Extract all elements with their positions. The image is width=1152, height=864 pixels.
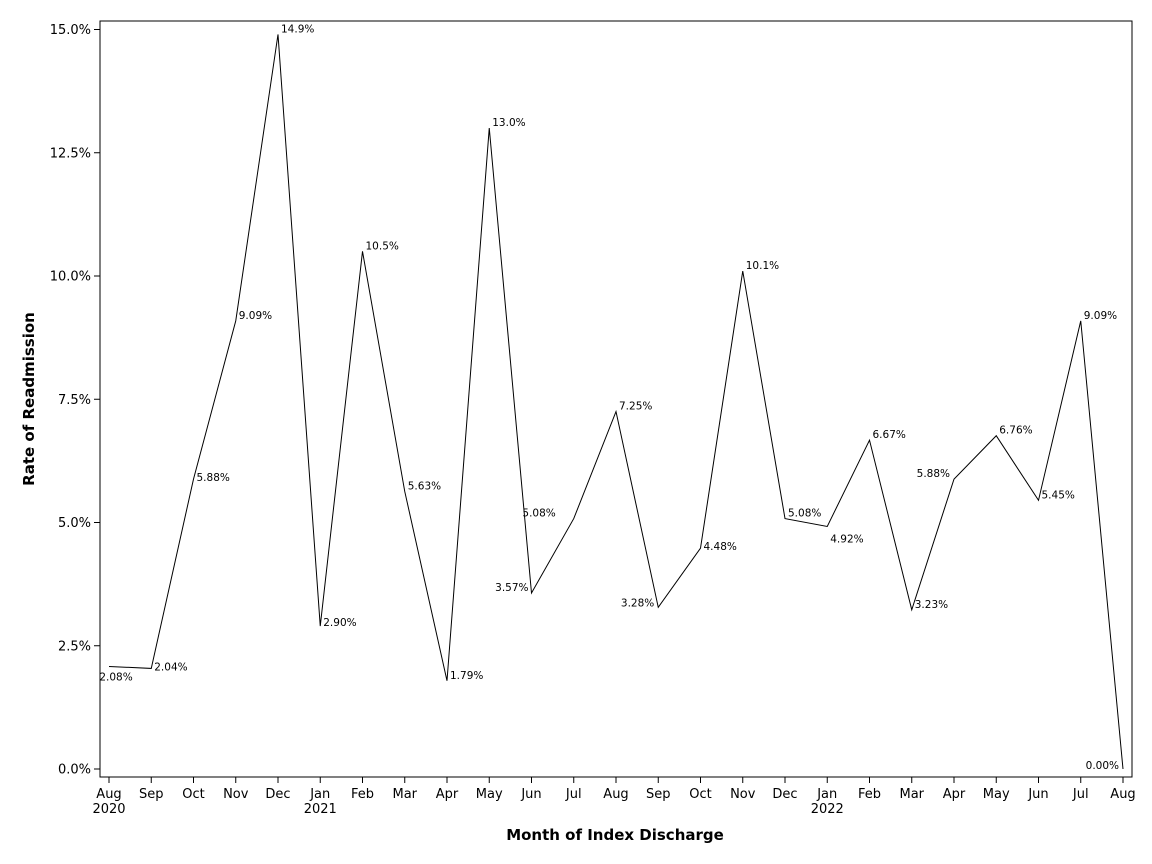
- data-label: 6.67%: [873, 429, 906, 441]
- x-tick-label: Feb: [858, 787, 881, 802]
- x-tick-label: Jun: [1027, 787, 1048, 802]
- x-tick-label: Jan: [309, 787, 330, 802]
- plot-frame: [99, 20, 1133, 778]
- data-label: 5.63%: [408, 480, 441, 492]
- y-tick-label: 7.5%: [58, 393, 91, 408]
- x-tick-label: Aug: [1110, 787, 1135, 802]
- x-tick-label: Apr: [436, 787, 459, 802]
- x-tick-label: May: [476, 787, 503, 802]
- x-tick-label: Feb: [351, 787, 374, 802]
- readmission-rate-line: [108, 34, 1124, 770]
- x-axis-title: Month of Index Discharge: [506, 826, 724, 844]
- data-label: 6.76%: [999, 425, 1032, 437]
- y-axis-title: Rate of Readmission: [20, 312, 38, 486]
- data-label: 4.92%: [830, 533, 863, 545]
- y-tick-label: 12.5%: [50, 146, 91, 161]
- data-label: 14.9%: [281, 23, 314, 35]
- data-label: 3.28%: [621, 597, 654, 609]
- data-label: 2.08%: [99, 671, 132, 683]
- data-label: 10.1%: [746, 260, 779, 272]
- x-axis: Aug Sep Oct Nov Dec Jan Feb Mar Apr May Jun Jul Aug S…: [92, 777, 1136, 817]
- x-tick-label: Oct: [182, 787, 204, 802]
- data-label: 10.5%: [366, 240, 399, 252]
- y-tick-label: 5.0%: [58, 516, 91, 531]
- data-label: 2.90%: [323, 617, 356, 629]
- x-tick-label: Sep: [646, 787, 671, 802]
- data-label: 13.0%: [492, 117, 525, 129]
- y-tick-label: 2.5%: [58, 639, 91, 654]
- x-tick-label: Mar: [392, 787, 417, 802]
- y-tick-label: 15.0%: [50, 23, 91, 38]
- data-label: 9.09%: [1084, 310, 1117, 322]
- data-label: 5.88%: [917, 468, 950, 480]
- data-label: 5.88%: [197, 472, 230, 484]
- x-tick-label: Mar: [899, 787, 924, 802]
- x-year-label: 2022: [811, 802, 844, 817]
- data-label: 3.57%: [495, 582, 528, 594]
- data-label: 3.23%: [915, 599, 948, 611]
- data-label: 2.04%: [154, 661, 187, 673]
- x-tick-label: Aug: [603, 787, 628, 802]
- data-label: 1.79%: [450, 670, 483, 682]
- x-tick-label: Apr: [943, 787, 966, 802]
- x-year-label: 2020: [92, 802, 125, 817]
- x-tick-label: Nov: [730, 787, 756, 802]
- data-label: 5.08%: [788, 508, 821, 520]
- x-tick-label: Jul: [1072, 787, 1089, 802]
- data-label: 5.45%: [1042, 489, 1075, 501]
- data-label: 4.48%: [704, 541, 737, 553]
- x-tick-label: May: [983, 787, 1010, 802]
- x-tick-label: Jun: [520, 787, 541, 802]
- x-tick-label: Sep: [139, 787, 164, 802]
- data-labels-group: 2.08% 2.04% 5.88% 9.09% 14.9% 2.90% 10.5% 5.63%…: [99, 23, 1119, 772]
- y-tick-label: 0.0%: [58, 763, 91, 778]
- x-tick-label: Aug: [96, 787, 121, 802]
- x-year-label: 2021: [304, 802, 337, 817]
- data-label: 7.25%: [619, 401, 652, 413]
- series-group: [108, 34, 1124, 770]
- y-tick-label: 10.0%: [50, 270, 91, 285]
- data-label: 5.08%: [522, 508, 555, 520]
- x-tick-label: Dec: [772, 787, 797, 802]
- x-tick-label: Oct: [689, 787, 711, 802]
- y-axis: 0.0% 2.5% 5.0% 7.5% 10.0% 12.5% 15.0%: [50, 23, 100, 778]
- data-label: 9.09%: [239, 310, 272, 322]
- x-tick-label: Nov: [223, 787, 249, 802]
- x-tick-label: Jul: [565, 787, 582, 802]
- x-tick-label: Jan: [816, 787, 837, 802]
- data-label: 0.00%: [1086, 760, 1119, 772]
- x-tick-label: Dec: [265, 787, 290, 802]
